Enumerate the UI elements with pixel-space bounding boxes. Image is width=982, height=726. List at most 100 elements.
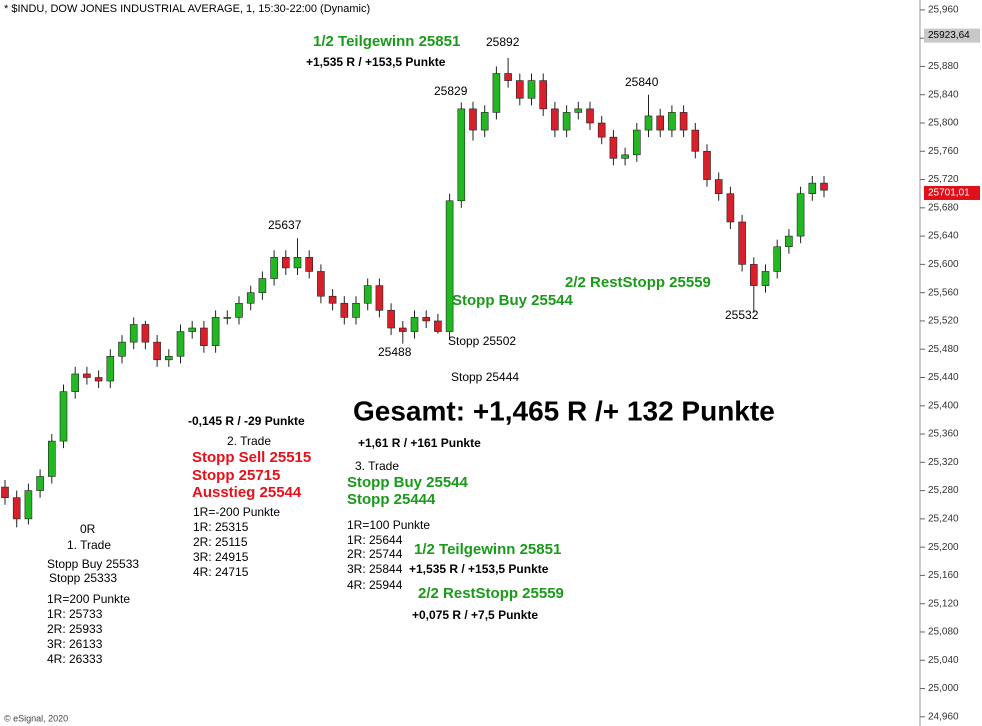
y-tick-label: 25,360	[928, 429, 959, 440]
candle-body	[270, 257, 278, 279]
candle-body	[200, 327, 208, 346]
candle-body	[527, 80, 536, 99]
annotation: +1,535 R / +153,5 Punkte	[306, 55, 446, 69]
candle-body	[586, 108, 594, 124]
annotation: -0,145 R / -29 Punkte	[188, 414, 305, 428]
annotation: Gesamt: +1,465 R /+ 132 Punkte	[353, 395, 775, 426]
candle-body	[246, 292, 255, 304]
y-tick-label: 25,160	[928, 570, 959, 581]
annotation: +1,61 R / +161 Punkte	[358, 436, 481, 450]
annotation: 1/2 Teilgewinn 25851	[414, 541, 561, 558]
candle-body	[410, 317, 419, 332]
candle-body	[12, 497, 21, 520]
candle-body	[726, 193, 735, 223]
candle-body	[340, 302, 349, 318]
y-tick-label: 25,280	[928, 485, 959, 496]
candle-body	[94, 377, 103, 382]
y-tick-label: 25,040	[928, 655, 959, 666]
candle-body	[562, 112, 571, 131]
candle-body	[539, 80, 548, 110]
y-tick-label: 25,880	[928, 61, 959, 72]
annotation: 2/2 RestStopp 25559	[418, 585, 564, 602]
candle-body	[59, 391, 68, 442]
y-tick-label: 25,080	[928, 627, 959, 638]
y-tick-label: 25,200	[928, 542, 959, 553]
y-tick-label: 25,960	[928, 5, 959, 16]
candle-body	[749, 264, 758, 286]
y-tick-label: 25,520	[928, 316, 959, 327]
y-tick-label: 25,320	[928, 457, 959, 468]
candle-body	[679, 112, 688, 131]
candle-body	[118, 341, 126, 357]
annotation: +1,535 R / +153,5 Punkte	[409, 562, 549, 576]
annotation: Stopp Buy 25544	[452, 292, 574, 309]
y-tick-label: 25,760	[928, 146, 959, 157]
annotation: 1/2 Teilgewinn 25851	[313, 33, 460, 50]
annotation: Stopp 25715	[192, 467, 280, 484]
candle-body	[551, 108, 559, 131]
candle-body	[796, 193, 805, 237]
y-tick-label: 25,120	[928, 598, 959, 609]
candle-body	[738, 221, 746, 265]
candle-body	[703, 150, 711, 180]
candle-body	[621, 154, 629, 159]
candle-body	[235, 302, 243, 318]
candle-body	[71, 373, 79, 392]
candle-body	[773, 246, 782, 272]
candle-body	[504, 73, 512, 81]
candle-body	[317, 271, 325, 297]
candle-body	[129, 324, 138, 343]
annotation: 25637	[268, 218, 302, 232]
y-tick-label: 25,000	[928, 683, 959, 694]
annotation: 1R: 25315	[193, 520, 249, 534]
candle-body	[644, 115, 653, 131]
y-tick-label: 25,560	[928, 287, 959, 298]
candle-body	[480, 112, 489, 131]
candle-body	[515, 80, 524, 99]
annotation: 2R: 25115	[193, 535, 248, 549]
candle-body	[691, 129, 700, 152]
candle-body	[188, 327, 196, 332]
annotation: 1. Trade	[67, 538, 111, 552]
annotation: 3R: 25844	[347, 562, 403, 576]
candle-body	[24, 490, 33, 520]
annotation: 1R=100 Punkte	[347, 518, 430, 532]
annotation: 3. Trade	[355, 459, 399, 473]
annotation: +0,075 R / +7,5 Punkte	[412, 608, 538, 622]
annotation: Stopp 25444	[347, 491, 436, 508]
y-tick-label: 25,600	[928, 259, 959, 270]
annotation: 2. Trade	[227, 434, 271, 448]
y-tick-label: 25,400	[928, 400, 959, 411]
candle-body	[714, 179, 723, 194]
candle-body	[1, 486, 9, 498]
candle-body	[574, 108, 583, 113]
annotation: 25488	[378, 345, 412, 359]
y-tick-label: 25,800	[928, 118, 959, 129]
annotation: 4R: 24715	[193, 565, 249, 579]
candle-body	[153, 341, 161, 361]
y-tick-label: 25,440	[928, 372, 959, 383]
candle-body	[457, 108, 466, 202]
annotation: Stopp 25444	[451, 370, 519, 384]
candle-body	[422, 317, 431, 322]
price-marker	[924, 185, 980, 200]
annotation: 25532	[725, 308, 759, 322]
candle-body	[445, 200, 454, 332]
annotation: 25892	[486, 35, 520, 49]
annotation: 25840	[625, 75, 659, 89]
candle-body	[176, 331, 185, 357]
candle-body	[281, 257, 290, 269]
annotation: 3R: 24915	[193, 550, 249, 564]
candle-body	[434, 320, 442, 332]
annotation: 4R: 25944	[347, 578, 403, 592]
candle-body	[632, 129, 641, 156]
annotation: 1R=-200 Punkte	[193, 505, 280, 519]
annotation: 4R: 26333	[47, 652, 103, 666]
annotation: Stopp 25333	[49, 571, 117, 585]
annotation: 3R: 26133	[47, 637, 103, 651]
y-tick-label: 25,680	[928, 202, 959, 213]
candle-body	[352, 302, 360, 318]
candle-body	[820, 182, 828, 191]
annotation: 2R: 25744	[347, 547, 403, 561]
